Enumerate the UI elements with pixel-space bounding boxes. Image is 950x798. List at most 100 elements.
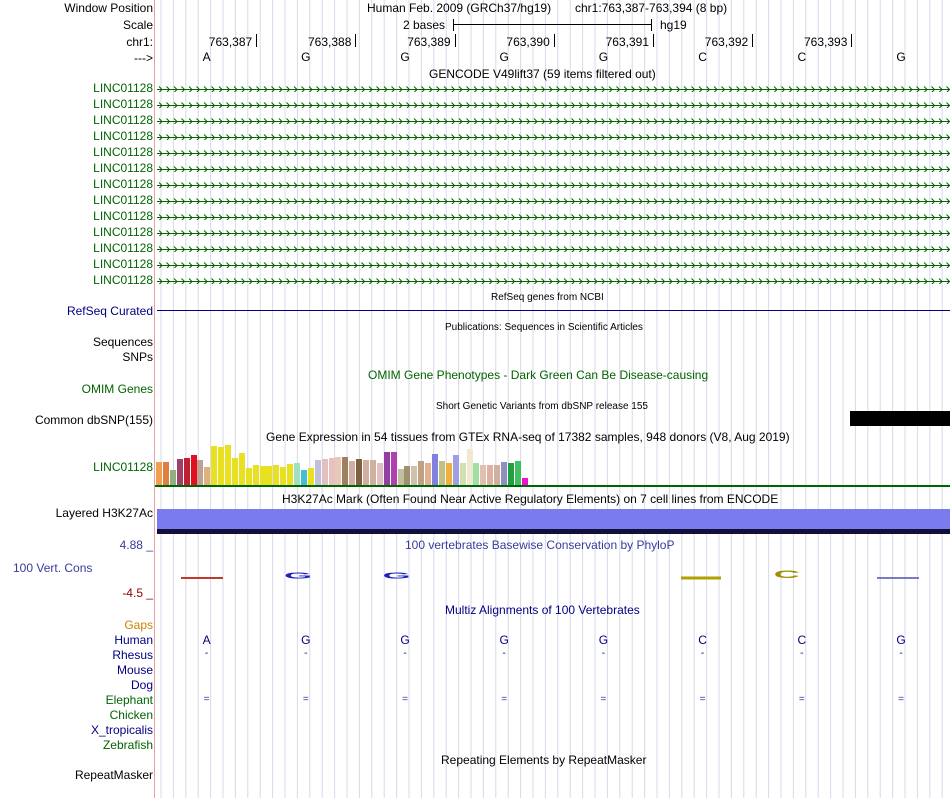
gtex-tissue-bar[interactable]	[314, 460, 321, 485]
dbsnp-label[interactable]: Common dbSNP(155)	[34, 413, 153, 427]
gencode-title[interactable]: GENCODE V49lift37 (59 items filtered out…	[429, 67, 656, 81]
gene-arrow-row[interactable]	[157, 131, 950, 140]
gtex-tissue-bar[interactable]	[211, 446, 218, 485]
gene-arrow-row[interactable]	[157, 211, 950, 220]
gtex-label[interactable]: LINC01128	[93, 460, 153, 474]
gene-arrow-row[interactable]	[157, 179, 950, 188]
gtex-tissue-bar[interactable]	[335, 457, 342, 485]
gencode-item-label[interactable]: LINC01128	[93, 177, 153, 191]
gtex-tissue-bar[interactable]	[238, 453, 245, 485]
omim-label[interactable]: OMIM Genes	[81, 382, 153, 396]
gtex-tissue-bar[interactable]	[432, 454, 438, 485]
gtex-tissue-bar[interactable]	[452, 455, 459, 485]
gtex-tissue-bar[interactable]	[390, 452, 397, 485]
gtex-tissue-bar[interactable]	[383, 452, 390, 485]
multiz-species-rhesus[interactable]: Rhesus	[112, 648, 153, 662]
gtex-tissue-bar[interactable]	[328, 458, 335, 485]
multiz-species-gaps[interactable]: Gaps	[124, 618, 153, 632]
gtex-tissue-bar[interactable]	[321, 459, 328, 485]
gtex-tissue-bar[interactable]	[445, 463, 452, 485]
gencode-item-label[interactable]: LINC01128	[93, 145, 153, 159]
gencode-item-label[interactable]: LINC01128	[93, 81, 153, 95]
gtex-tissue-bar[interactable]	[204, 467, 211, 485]
gtex-tissue-bar[interactable]	[197, 460, 204, 485]
multiz-species-zebrafish[interactable]: Zebrafish	[102, 738, 153, 752]
phylop-logo[interactable]: G G C	[157, 564, 950, 594]
gencode-item-label[interactable]: LINC01128	[93, 241, 153, 255]
gtex-tissue-bar[interactable]	[521, 478, 528, 485]
phylop-label[interactable]: 100 Vert. Cons	[13, 561, 93, 575]
dbsnp-variant-block[interactable]	[850, 411, 950, 426]
snps-label[interactable]: SNPs	[122, 350, 153, 364]
gtex-tissue-bar[interactable]	[259, 466, 266, 485]
gencode-item-label[interactable]: LINC01128	[93, 225, 153, 239]
gtex-tissue-bar[interactable]	[487, 465, 494, 485]
gtex-tissue-bar[interactable]	[397, 469, 404, 485]
gene-arrow-row[interactable]	[157, 275, 950, 284]
gtex-tissue-bar[interactable]	[307, 468, 314, 485]
gtex-tissue-bar[interactable]	[294, 463, 300, 485]
gtex-tissue-bar[interactable]	[349, 461, 356, 485]
gene-arrow-row[interactable]	[157, 147, 950, 156]
gtex-tissue-bar[interactable]	[225, 445, 231, 485]
gtex-tissue-bar[interactable]	[300, 470, 307, 485]
gencode-item-label[interactable]: LINC01128	[93, 97, 153, 111]
multiz-species-elephant[interactable]: Elephant	[105, 693, 153, 707]
gtex-tissue-bar[interactable]	[494, 465, 501, 485]
gtex-tissue-bar[interactable]	[280, 467, 287, 485]
multiz-species-human[interactable]: Human	[114, 633, 153, 647]
gene-arrow-row[interactable]	[157, 259, 950, 268]
gencode-item-label[interactable]: LINC01128	[93, 209, 153, 223]
repeatmasker-label[interactable]: RepeatMasker	[74, 768, 153, 782]
h3k27ac-label[interactable]: Layered H3K27Ac	[55, 506, 153, 520]
gtex-tissue-bar[interactable]	[183, 458, 190, 485]
gtex-tissue-bar[interactable]	[507, 463, 514, 485]
gtex-tissue-bar[interactable]	[376, 463, 383, 485]
gtex-tissue-bar[interactable]	[245, 468, 252, 485]
refseq-label[interactable]: RefSeq Curated	[66, 304, 153, 318]
gtex-tissue-bar[interactable]	[156, 462, 162, 485]
gene-arrow-row[interactable]	[157, 99, 950, 108]
gtex-tissue-bar[interactable]	[356, 459, 363, 485]
gtex-tissue-bar[interactable]	[466, 449, 473, 485]
gtex-tissue-bar[interactable]	[501, 462, 507, 485]
gene-arrow-row[interactable]	[157, 83, 950, 92]
gtex-tissue-bar[interactable]	[162, 462, 169, 485]
gtex-tissue-bar[interactable]	[404, 466, 411, 485]
gtex-tissue-bar[interactable]	[176, 459, 183, 485]
h3k27ac-signal[interactable]	[157, 509, 950, 529]
refseq-line[interactable]	[157, 310, 950, 311]
gencode-item-label[interactable]: LINC01128	[93, 161, 153, 175]
gtex-tissue-bar[interactable]	[411, 466, 418, 485]
pubs-label[interactable]: Sequences	[92, 335, 153, 349]
gtex-tissue-bar[interactable]	[273, 465, 280, 485]
gene-arrow-row[interactable]	[157, 243, 950, 252]
gencode-item-label[interactable]: LINC01128	[93, 113, 153, 127]
multiz-species-chicken[interactable]: Chicken	[109, 708, 153, 722]
gtex-tissue-bar[interactable]	[252, 465, 259, 485]
gene-arrow-row[interactable]	[157, 195, 950, 204]
gtex-tissue-bar[interactable]	[342, 457, 349, 485]
gencode-item-label[interactable]: LINC01128	[93, 257, 153, 271]
gtex-tissue-bar[interactable]	[231, 458, 238, 485]
gene-arrow-row[interactable]	[157, 163, 950, 172]
gene-arrow-row[interactable]	[157, 115, 950, 124]
gtex-tissue-bar[interactable]	[218, 447, 225, 485]
gencode-item-label[interactable]: LINC01128	[93, 193, 153, 207]
multiz-species-dog[interactable]: Dog	[130, 678, 153, 692]
gtex-tissue-bar[interactable]	[363, 460, 369, 485]
gene-arrow-row[interactable]	[157, 227, 950, 236]
gtex-tissue-bar[interactable]	[473, 463, 480, 485]
gtex-tissue-bar[interactable]	[190, 455, 197, 485]
gtex-tissue-bar[interactable]	[266, 466, 273, 485]
gtex-tissue-bar[interactable]	[425, 463, 432, 485]
gencode-item-label[interactable]: LINC01128	[93, 129, 153, 143]
gtex-tissue-bar[interactable]	[287, 464, 294, 485]
gtex-tissue-bar[interactable]	[459, 463, 466, 485]
gtex-tissue-bar[interactable]	[514, 461, 521, 485]
gtex-tissue-bar[interactable]	[418, 461, 425, 485]
gencode-item-label[interactable]: LINC01128	[93, 273, 153, 287]
multiz-species-x_tropicalis[interactable]: X_tropicalis	[90, 723, 153, 737]
gtex-tissue-bar[interactable]	[369, 460, 376, 485]
multiz-species-mouse[interactable]: Mouse	[116, 663, 153, 677]
